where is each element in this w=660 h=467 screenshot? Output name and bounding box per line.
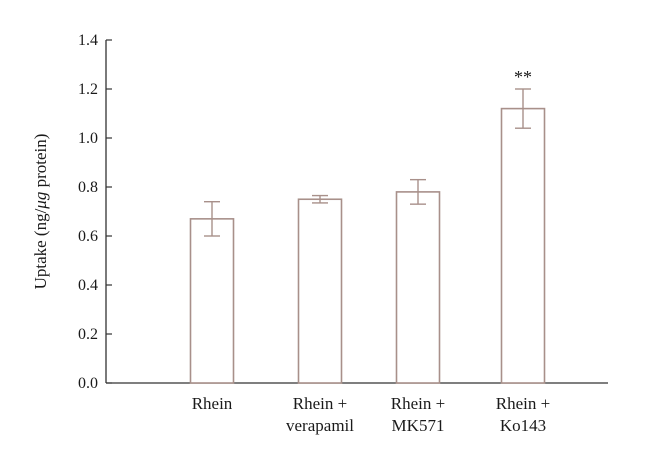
y-tick-label: 0.0: [78, 375, 98, 392]
bar: [500, 107, 546, 384]
bar: [297, 198, 343, 384]
bars-group: **: [189, 67, 546, 384]
y-axis-ticks: 0.0 0.2 0.4 0.6 0.8 1.0 1.2 1.4: [78, 32, 112, 392]
y-axis-title: Uptake (ng/μg protein): [31, 134, 50, 290]
x-category-label: Rhein: [192, 394, 233, 413]
y-tick-label: 0.2: [78, 326, 98, 343]
y-tick-label: 1.0: [78, 130, 98, 147]
bar: [395, 191, 441, 384]
y-tick-label: 1.2: [78, 81, 98, 98]
significance-annotation: **: [514, 67, 532, 87]
x-axis-category-labels: Rhein Rhein + verapamil Rhein + MK571 Rhein +…: [192, 394, 551, 435]
x-category-label: Rhein + MK571: [391, 394, 445, 435]
y-tick-label: 0.8: [78, 179, 98, 196]
bar: [189, 218, 235, 384]
y-tick-label: 0.4: [78, 277, 98, 294]
y-tick-label: 1.4: [78, 32, 98, 49]
x-category-label: Rhein + Ko143: [496, 394, 550, 435]
x-category-label: Rhein + verapamil: [286, 394, 354, 435]
y-tick-label: 0.6: [78, 228, 98, 245]
